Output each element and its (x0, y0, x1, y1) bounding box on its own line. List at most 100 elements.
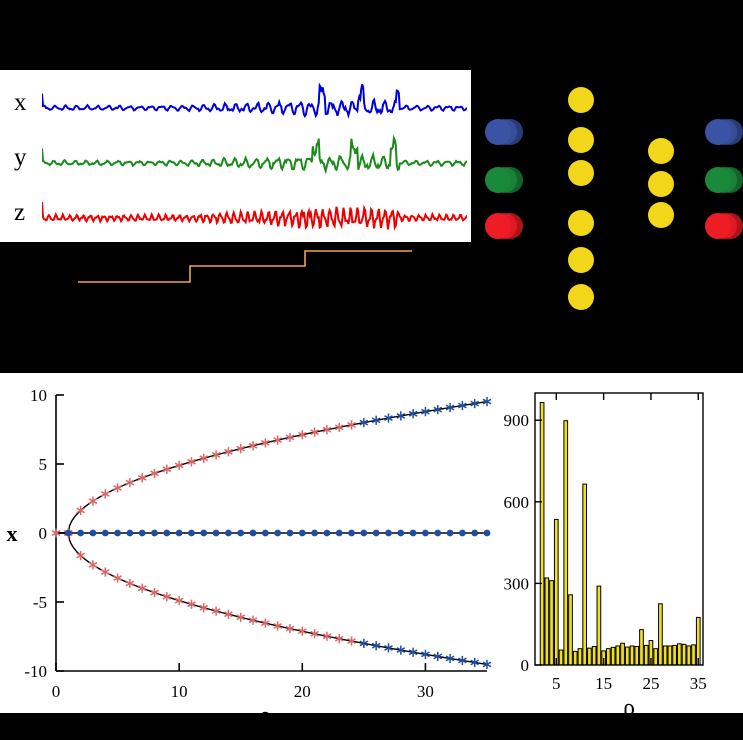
bifurcation-marker-origin (274, 529, 282, 537)
bifurcation-marker-train-upper (125, 478, 135, 488)
bifurcation-marker-origin (261, 529, 269, 537)
bifurcation-marker-extrap-upper (371, 415, 381, 425)
bifurcation-marker-origin (323, 529, 331, 537)
trace-y (42, 134, 467, 175)
network-node-input-x-disc-0 (485, 119, 511, 145)
histogram-xtick-label: 5 (552, 674, 561, 693)
bifurcation-marker-train-upper (334, 422, 344, 432)
bifurcation-marker-origin (397, 529, 405, 537)
bifurcation-marker-train-lower (174, 596, 184, 606)
bifurcation-marker-extrap-lower (445, 653, 455, 664)
bifurcation-marker-train-upper (310, 427, 319, 437)
bifurcation-xtick-label: 30 (417, 682, 434, 701)
bifurcation-marker-origin (212, 529, 220, 537)
bifurcation-marker-origin (77, 529, 85, 537)
bifurcation-marker-origin (360, 529, 368, 537)
network-node-input-z[interactable] (485, 213, 525, 239)
histogram-bar (634, 646, 640, 666)
network-node-hidden1-6[interactable] (568, 284, 594, 310)
bifurcation-marker-extrap-upper (359, 418, 369, 428)
bifurcation-marker-extrap-upper (445, 402, 455, 413)
bifurcation-marker-train-lower (100, 567, 110, 577)
bifurcation-marker-origin (138, 529, 146, 537)
network-node-output-x[interactable] (705, 119, 743, 145)
bifurcation-marker-train-upper (76, 505, 85, 516)
histogram-bar (544, 577, 550, 666)
step-signal-path (78, 250, 412, 283)
bifurcation-marker-train-lower (310, 629, 319, 639)
bifurcation-marker-extrap-lower (384, 643, 393, 653)
bifurcation-marker-extrap-lower (421, 649, 430, 659)
network-node-output-y[interactable] (705, 167, 743, 193)
timeseries-labels: x y z (0, 70, 44, 242)
histogram-bar (691, 644, 696, 666)
histogram-bar (643, 644, 649, 666)
network-node-hidden1-3[interactable] (568, 160, 594, 186)
bifurcation-marker-train-upper (88, 496, 98, 506)
network-node-input-x[interactable] (485, 119, 525, 145)
bifurcation-ytick-label: 0 (39, 524, 48, 543)
histogram-bar (662, 645, 668, 666)
bifurcation-xtick-label: 0 (52, 682, 61, 701)
bifurcation-marker-train-upper (113, 483, 122, 493)
histogram-bar (568, 594, 573, 666)
histogram-frame (534, 392, 704, 666)
bifurcation-marker-extrap-upper (482, 397, 492, 407)
bifurcation-marker-train-upper (199, 453, 209, 463)
bifurcation-ytick-label: -10 (24, 662, 47, 681)
histogram-bar (639, 629, 644, 666)
histogram-panel: 0 300 600 900 5 15 25 35 ρ (503, 373, 743, 713)
histogram-bar (624, 646, 630, 666)
network-node-hidden1-4[interactable] (568, 210, 594, 236)
bifurcation-marker-train-lower (260, 618, 270, 628)
bifurcation-marker-origin (409, 529, 417, 537)
bifurcation-ylabel: x (7, 521, 18, 546)
bifurcation-marker-extrap-lower (371, 641, 381, 651)
bifurcation-marker-origin (249, 529, 257, 537)
bifurcation-marker-train-lower (113, 573, 122, 583)
bifurcation-marker-train-upper (174, 460, 184, 470)
bifurcation-ytick-label: 10 (30, 386, 47, 405)
bifurcation-xtick-label: 10 (171, 682, 188, 701)
bifurcation-marker-extrap-upper (470, 398, 480, 409)
bifurcation-marker-origin (471, 529, 479, 537)
bifurcation-marker-train-upper (100, 489, 110, 499)
network-node-input-z-disc-0 (485, 213, 511, 239)
bifurcation-marker-extrap-upper (396, 411, 406, 421)
bifurcation-marker-origin (434, 529, 442, 537)
bifurcation-marker-origin (237, 529, 245, 537)
bifurcation-marker-train-lower (150, 588, 159, 598)
histogram-xtick-label: 35 (690, 674, 707, 693)
network-node-input-y[interactable] (485, 167, 525, 193)
network-node-hidden2-2[interactable] (648, 171, 674, 197)
bifurcation-marker-extrap-lower (396, 645, 406, 655)
bifurcation-marker-origin (298, 529, 306, 537)
histogram-bar (606, 648, 611, 666)
bifurcation-marker-train-upper (297, 430, 307, 440)
bifurcation-marker-origin (101, 529, 109, 537)
bifurcation-marker-train-upper (187, 457, 196, 467)
histogram-bar (667, 645, 673, 666)
bifurcation-marker-train-lower (211, 606, 221, 616)
bifurcation-marker-origin (422, 529, 429, 537)
network-node-hidden2-3[interactable] (648, 202, 674, 228)
bifurcation-marker-train-upper (236, 444, 246, 454)
bifurcation-marker-train-upper (211, 450, 221, 460)
bifurcation-marker-train-lower (76, 550, 85, 561)
network-node-hidden1-5[interactable] (568, 247, 594, 273)
bifurcation-marker-origin (335, 529, 343, 537)
histogram-bar (549, 580, 554, 666)
network-node-hidden1-2[interactable] (568, 127, 594, 153)
network-node-hidden2-1[interactable] (648, 138, 674, 164)
bifurcation-marker-train-lower (297, 626, 307, 636)
histogram-bar (572, 650, 578, 666)
network-node-output-z[interactable] (705, 213, 743, 239)
network-node-output-z-disc-0 (705, 213, 731, 239)
bifurcation-marker-extrap-lower (433, 651, 443, 662)
histogram-ytick-label: 300 (504, 574, 530, 593)
bifurcation-marker-origin (372, 529, 380, 537)
histogram-bar (615, 645, 621, 666)
bifurcation-marker-train-upper (224, 447, 233, 457)
network-node-hidden1-1[interactable] (568, 87, 594, 113)
bifurcation-xtick-label: 20 (294, 682, 311, 701)
